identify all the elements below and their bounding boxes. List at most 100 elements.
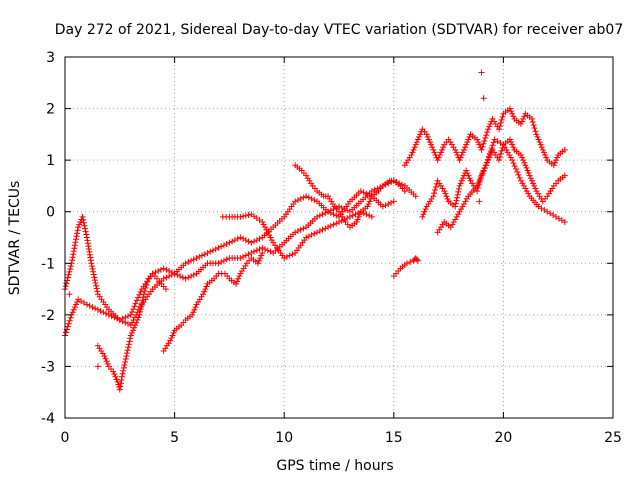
data-point-track-j [475,179,482,186]
data-point-track-b [108,313,115,320]
data-point-track-i [454,191,461,198]
data-point-track-c [137,305,144,312]
data-point-track-i [524,167,531,174]
data-point-track-g [407,258,414,265]
data-point-track-h [458,151,465,158]
data-point-track-h [437,149,444,156]
data-point-track-h [551,159,558,166]
data-point-track-a [73,233,80,240]
data-point-track-a [70,251,77,258]
data-point-track-b [62,329,69,336]
data-point-track-a [63,280,70,287]
data-point-track-b [297,226,304,233]
data-point-track-h [486,123,493,130]
data-point-track-a [135,294,142,301]
data-point-track-a [93,285,100,292]
data-point-track-h [537,141,544,148]
data-point-track-h [532,128,539,135]
data-point-track-a [253,237,260,244]
data-point-track-a [201,251,208,258]
y-tick-label: -1 [41,256,55,272]
data-point-track-a [136,291,143,298]
data-point-track-g [414,257,421,264]
data-point-track-j [456,208,463,215]
data-point-track-a [90,271,97,278]
data-point-track-a [88,263,95,270]
data-point-outliers [480,95,487,102]
data-point-track-a [226,239,233,246]
data-point-track-h [484,129,491,136]
data-point-track-f [356,211,363,218]
data-point-track-h [474,136,481,143]
data-point-outliers [476,198,483,205]
data-point-track-g [413,256,420,263]
data-point-track-b [368,188,375,195]
data-point-track-a [90,268,97,275]
chart-title: Day 272 of 2021, Sidereal Day-to-day VTE… [55,22,624,38]
data-point-track-e [262,224,269,231]
data-point-track-b [97,307,104,314]
data-point-track-b [125,320,132,327]
data-point-track-j [463,195,470,202]
data-point-track-a [330,211,337,218]
data-point-track-d [236,273,243,280]
data-point-track-a [93,282,100,289]
data-point-track-a [72,236,79,243]
data-point-track-j [480,168,487,175]
data-point-track-i [430,193,437,200]
data-point-track-h [521,113,528,120]
data-point-track-i [459,175,466,182]
data-point-track-i [528,177,535,184]
data-point-track-c [140,291,147,298]
data-point-track-f [366,198,373,205]
data-point-track-h [452,146,459,153]
data-point-track-i [444,195,451,202]
data-point-track-a [72,239,79,246]
data-point-track-e [289,251,296,258]
data-point-track-b [69,309,76,316]
data-point-track-b [223,256,230,263]
data-point-track-i [465,172,472,179]
data-point-track-c [133,319,140,326]
x-tick-label: 25 [604,430,622,446]
data-point-track-a [130,306,137,313]
data-point-track-h [459,149,466,156]
data-point-track-a [256,235,263,242]
data-point-outliers [478,69,485,76]
data-point-track-c [124,350,131,357]
data-point-track-d [257,255,264,262]
data-point-track-h [550,162,557,169]
data-point-track-e [245,211,252,218]
data-point-track-b [174,271,181,278]
data-point-track-a [390,198,397,205]
data-point-track-a [71,242,78,249]
data-point-track-e [344,215,351,222]
data-point-track-h [440,144,447,151]
data-point-track-e [308,231,315,238]
data-point-track-b [100,309,107,316]
data-point-track-a [379,203,386,210]
data-point-outliers [94,363,101,370]
data-point-track-a [66,268,73,275]
data-point-track-i [478,172,485,179]
data-point-track-b [242,252,249,259]
data-point-track-c [103,358,110,365]
data-point-track-h [554,154,561,161]
data-point-track-a [157,266,164,273]
data-point-track-h [506,105,513,112]
data-point-track-a [300,194,307,201]
data-point-track-a [231,237,238,244]
data-point-track-i [498,147,505,154]
data-point-track-h [530,122,537,129]
data-point-track-a [385,200,392,207]
data-point-track-a [196,253,203,260]
data-point-track-i [474,188,481,195]
data-point-track-c [117,380,124,387]
data-point-track-i [463,167,470,174]
data-point-track-b [300,225,307,232]
data-point-track-j [483,159,490,166]
data-point-track-a [64,274,71,281]
data-point-track-a [80,216,87,223]
data-point-track-i [525,170,532,177]
y-axis-title: SDTVAR / TECUs [7,181,23,296]
